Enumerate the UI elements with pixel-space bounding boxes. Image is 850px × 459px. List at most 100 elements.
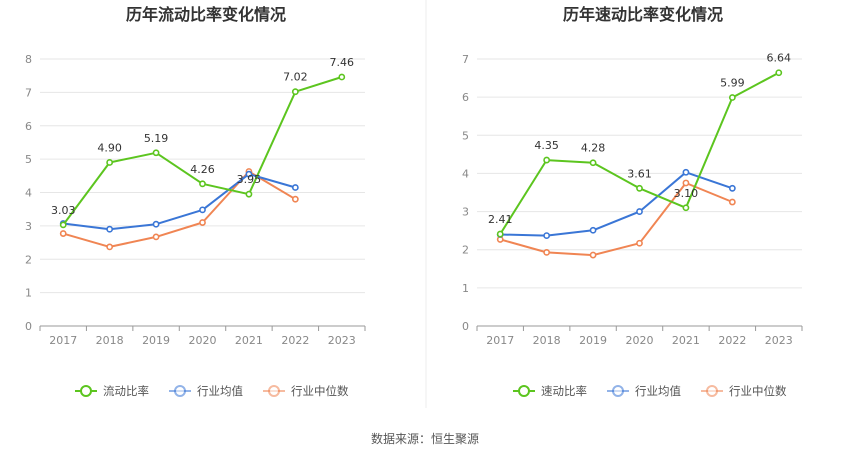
x-tick-label: 2018 [533,334,561,347]
legend-item-0[interactable]: 速动比率 [513,384,587,398]
x-tick-label: 2017 [486,334,514,347]
legend-marker-icon [518,385,530,397]
x-tick-label: 2023 [328,334,356,347]
y-tick-label: 7 [25,86,32,99]
data-point [106,225,114,233]
y-tick-label: 5 [462,129,469,142]
legend-marker-icon [174,385,186,397]
series-line-1 [500,171,733,237]
data-point [291,88,299,96]
x-tick-label: 2019 [579,334,607,347]
legend-item-1[interactable]: 行业均值 [607,384,681,398]
chart-title: 历年流动比率变化情况 [126,5,286,24]
data-point [59,230,67,237]
data-point [589,159,597,167]
data-point [199,180,206,188]
data-label: 3.95 [237,173,262,186]
data-label: 2.41 [488,213,513,226]
data-point [199,219,206,226]
y-tick-label: 1 [462,282,469,295]
data-point [106,159,114,166]
x-tick-label: 2023 [765,334,793,347]
y-tick-label: 6 [25,120,32,133]
data-label: 4.28 [581,142,606,155]
data-point [152,220,160,228]
y-tick-label: 4 [462,167,469,180]
data-point [245,170,253,178]
x-tick-label: 2021 [672,334,700,347]
data-label: 7.02 [283,71,308,84]
legend-item-0[interactable]: 流动比率 [75,384,149,398]
data-point [589,226,597,234]
data-point [589,251,597,259]
y-tick-label: 2 [462,244,469,257]
data-point [245,190,253,198]
data-point [152,149,160,157]
legend-item-1[interactable]: 行业均值 [169,384,243,398]
data-label: 6.64 [767,52,792,65]
data-label: 3.03 [51,204,76,217]
chart-title: 历年速动比率变化情况 [563,5,723,24]
legend-label: 行业均值 [197,384,243,398]
data-point [496,230,504,238]
x-tick-label: 2022 [718,334,746,347]
data-label: 5.99 [720,77,745,90]
y-tick-label: 3 [462,206,469,219]
data-point [728,198,736,206]
data-label: 4.26 [190,163,215,176]
series-line-2 [499,182,733,257]
x-tick-label: 2020 [626,334,654,347]
data-point [636,239,643,247]
chart-current-ratio: 历年流动比率变化情况 0 1 2 3 4 5 6 7 8 2017 2018 2019 2020 2021 2… [25,5,366,398]
data-point [682,204,690,212]
data-label: 7.46 [330,56,355,69]
legend-item-2[interactable]: 行业中位数 [701,384,787,398]
legend-label: 行业均值 [635,384,681,398]
x-tick-label: 2017 [49,334,77,347]
data-point [728,94,736,101]
legend-marker-icon [706,385,718,397]
data-point [682,179,690,187]
y-tick-label: 5 [25,153,32,166]
data-point [291,184,299,191]
data-point [543,156,551,164]
legend-label: 行业中位数 [729,384,787,398]
y-tick-label: 6 [462,91,469,104]
data-point [728,184,736,192]
data-point [338,73,346,81]
data-label: 5.19 [144,132,169,145]
data-point [152,233,160,241]
source-label: 数据来源：恒生聚源 [371,431,479,446]
data-point [543,232,551,240]
data-point [59,221,67,229]
y-tick-label: 7 [462,53,469,66]
y-tick-label: 0 [25,320,32,333]
x-tick-label: 2019 [142,334,170,347]
data-point [775,69,783,77]
legend-label: 行业中位数 [291,384,349,398]
legend-label: 流动比率 [103,384,149,398]
y-tick-label: 4 [25,187,32,200]
data-point [636,184,643,192]
x-tick-label: 2022 [281,334,309,347]
data-label: 4.90 [97,141,122,154]
y-tick-label: 2 [25,253,32,266]
data-point [682,168,690,176]
x-tick-label: 2021 [235,334,263,347]
chart-quick-ratio: 历年速动比率变化情况 0 1 2 3 4 5 6 7 2017 2018 2019 2020 2021 20… [462,5,803,398]
legend-item-2[interactable]: 行业中位数 [263,384,349,398]
data-point [106,243,114,251]
legend-marker-icon [80,385,92,397]
data-point [199,206,206,214]
data-point [636,208,643,215]
data-label: 4.35 [534,139,559,152]
legend-label: 速动比率 [541,384,587,398]
y-tick-label: 1 [25,287,32,300]
data-label: 3.61 [627,167,652,180]
x-tick-label: 2018 [96,334,124,347]
y-tick-label: 8 [25,53,32,66]
data-point [291,195,299,203]
legend-marker-icon [612,385,624,397]
legend-marker-icon [268,385,280,397]
y-tick-label: 3 [25,220,32,233]
